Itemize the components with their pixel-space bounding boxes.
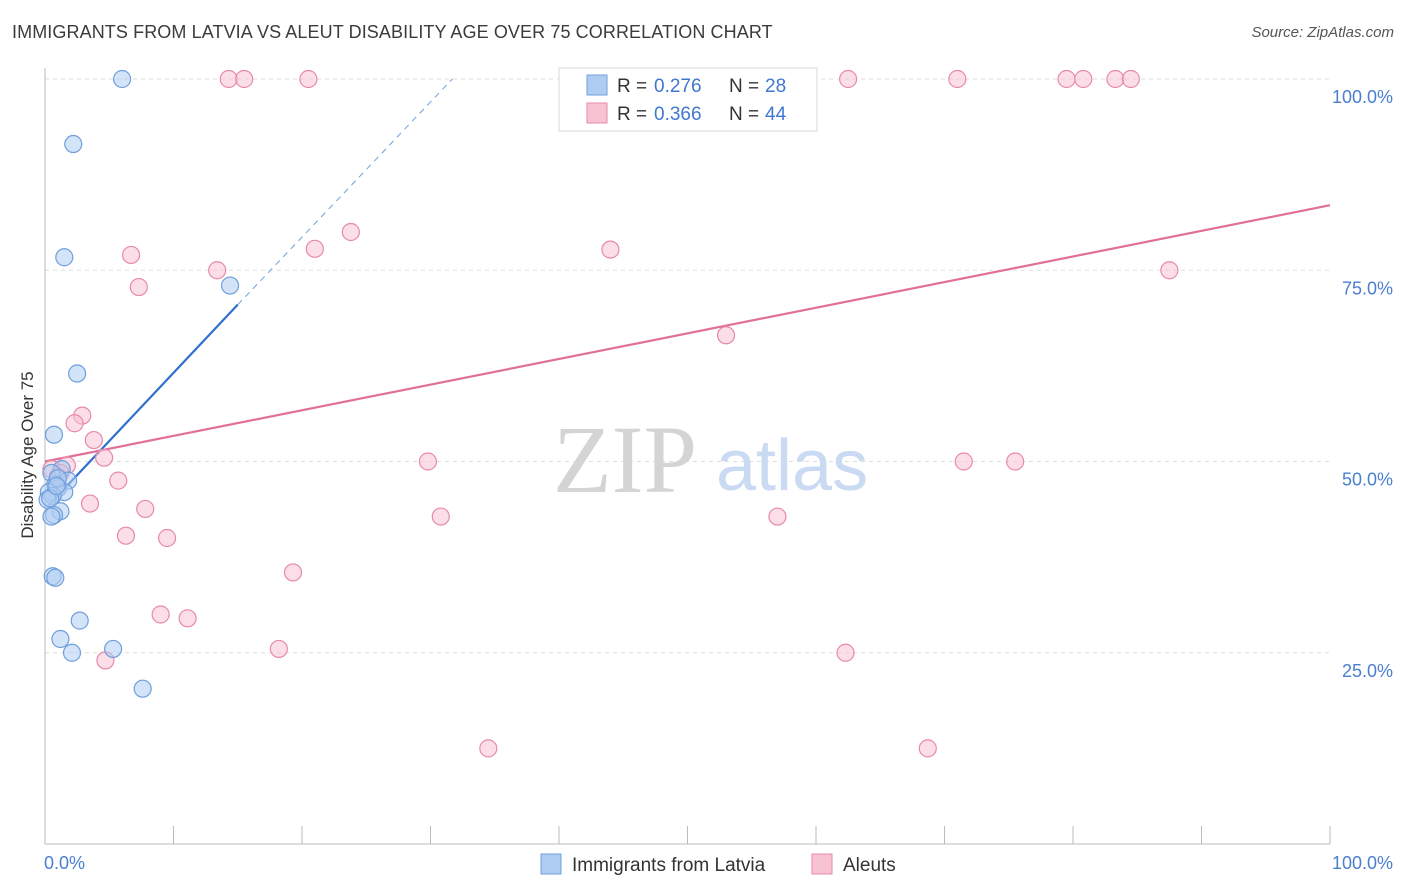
data-point-blue <box>104 639 123 659</box>
data-point-pink <box>129 277 148 297</box>
data-point-pink <box>235 69 254 89</box>
data-point-pink <box>431 507 450 526</box>
data-point-blue <box>47 476 66 496</box>
trend-extension-blue <box>237 78 453 306</box>
data-point-pink <box>716 326 736 345</box>
data-point-pink <box>65 414 84 433</box>
data-point-pink <box>954 452 973 471</box>
data-points <box>38 69 1179 758</box>
watermark-atlas: atlas <box>716 426 868 506</box>
legend-r-value-pink: 0.366 <box>654 104 702 125</box>
x-tick-label-max: 100.0% <box>1332 853 1393 873</box>
data-point-blue <box>220 276 240 295</box>
data-point-pink <box>109 471 128 490</box>
data-point-pink <box>341 222 360 242</box>
data-point-blue <box>68 364 87 383</box>
data-point-blue <box>51 629 70 649</box>
data-point-pink <box>95 448 114 467</box>
data-point-pink <box>918 739 937 758</box>
data-point-blue <box>64 134 83 154</box>
bottom-legend: Immigrants from Latvia Aleuts <box>540 853 896 876</box>
tick-labels: 25.0% 50.0% 75.0% 100.0% 0.0% 100.0% <box>44 87 1393 873</box>
data-point-blue <box>133 679 152 698</box>
chart-source: Source: ZipAtlas.com <box>1251 24 1394 41</box>
data-point-pink <box>418 452 438 471</box>
legend-r-label-pink: R = <box>617 104 647 125</box>
data-point-pink <box>121 245 141 265</box>
watermark: ZIP atlas <box>553 406 868 513</box>
legend-n-value-pink: 44 <box>765 104 787 125</box>
bottom-legend-swatch-pink <box>811 853 833 875</box>
data-point-pink <box>269 639 288 659</box>
legend-n-label-pink: N = <box>729 104 759 125</box>
data-point-blue <box>112 69 132 89</box>
data-point-pink <box>1121 69 1140 89</box>
data-point-pink <box>1006 452 1025 471</box>
data-point-pink <box>1106 69 1125 89</box>
data-point-pink <box>151 605 170 624</box>
bottom-legend-label-pink: Aleuts <box>843 855 896 876</box>
legend-swatch-pink <box>586 102 608 124</box>
bottom-legend-label-blue: Immigrants from Latvia <box>572 855 766 876</box>
legend-r-label-blue: R = <box>617 76 647 97</box>
data-point-blue <box>46 568 65 587</box>
data-point-blue <box>42 507 61 526</box>
data-point-pink <box>601 240 620 259</box>
data-point-pink <box>479 739 498 758</box>
data-point-pink <box>948 69 967 89</box>
data-point-pink <box>80 494 100 513</box>
x-tick-label-min: 0.0% <box>44 853 85 873</box>
legend-r-value-blue: 0.276 <box>654 76 702 97</box>
y-tick-label: 75.0% <box>1342 278 1393 298</box>
y-tick-label: 50.0% <box>1342 470 1393 490</box>
data-point-pink <box>157 528 177 548</box>
data-point-pink <box>299 69 318 89</box>
legend-swatch-blue <box>586 74 608 96</box>
data-point-pink <box>136 499 155 519</box>
legend-n-value-blue: 28 <box>765 76 786 97</box>
trend-line-pink <box>44 204 1331 463</box>
data-point-pink <box>84 430 103 450</box>
legend-n-label-blue: N = <box>729 76 759 97</box>
data-point-pink <box>1160 261 1179 280</box>
trend-line-blue <box>48 303 239 506</box>
data-point-pink <box>305 239 324 258</box>
data-point-pink <box>1074 69 1093 89</box>
watermark-zip: ZIP <box>553 406 697 513</box>
trend-lines <box>44 78 1331 506</box>
data-point-blue <box>70 611 89 630</box>
chart-title: IMMIGRANTS FROM LATVIA VS ALEUT DISABILI… <box>12 22 773 42</box>
data-point-pink <box>178 609 197 628</box>
data-point-pink <box>208 261 227 280</box>
legend-box: R = 0.276 N = 28 R = 0.366 N = 44 <box>558 67 818 132</box>
data-point-pink <box>836 643 855 662</box>
y-tick-label: 100.0% <box>1332 87 1393 107</box>
axes <box>44 68 1331 845</box>
data-point-pink <box>839 69 858 89</box>
data-point-pink <box>116 526 136 545</box>
data-point-blue <box>62 643 82 662</box>
data-point-pink <box>283 563 303 582</box>
data-point-pink <box>1057 69 1076 89</box>
data-point-blue <box>44 425 64 444</box>
bottom-legend-swatch-blue <box>540 853 562 875</box>
data-point-pink <box>219 69 238 89</box>
grid-lines <box>45 78 1330 654</box>
y-axis-label: Disability Age Over 75 <box>18 371 37 538</box>
data-point-blue <box>55 248 74 267</box>
y-tick-label: 25.0% <box>1342 661 1393 681</box>
data-point-pink <box>768 507 787 526</box>
